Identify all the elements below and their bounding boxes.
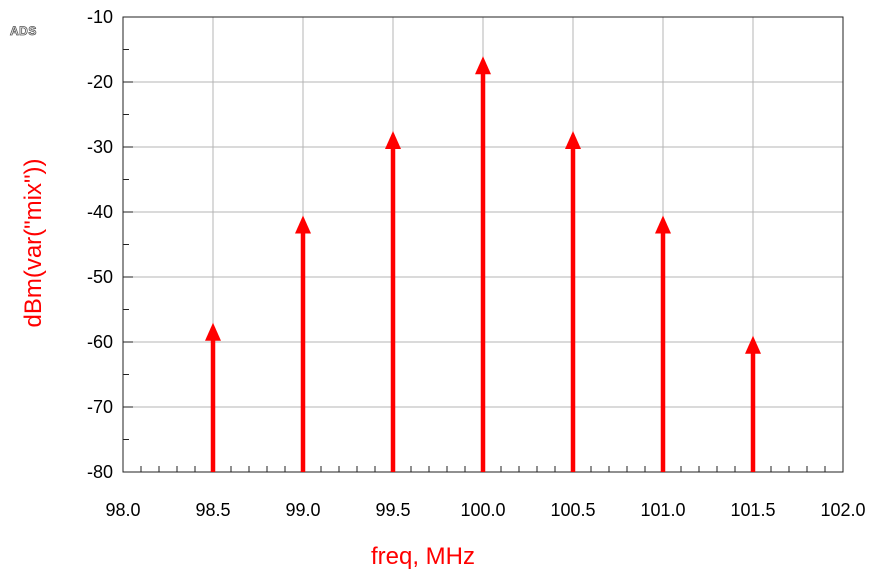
x-tick-label: 102.0 (820, 500, 865, 520)
stem-arrowhead (745, 335, 761, 354)
y-tick-labels: -10 -20 -30 -40 -50 -60 -70 -80 (87, 7, 113, 482)
ads-watermark: ADS (10, 24, 37, 39)
x-tick-label: 99.5 (375, 500, 410, 520)
stem-arrowhead (475, 56, 491, 75)
stem-arrowhead (385, 131, 401, 149)
x-tick-label: 100.0 (460, 500, 505, 520)
y-tick-label: -80 (87, 462, 113, 482)
y-axis-label: dBm(var("mix")) (20, 158, 47, 328)
y-tick-label: -30 (87, 137, 113, 157)
y-tick-label: -50 (87, 267, 113, 287)
stem-arrowhead (295, 215, 311, 234)
y-tick-label: -40 (87, 202, 113, 222)
x-tick-label: 101.5 (730, 500, 775, 520)
stem-arrowhead (655, 215, 671, 234)
stem-series (205, 56, 761, 472)
stem-arrowhead (205, 322, 221, 341)
y-tick-label: -10 (87, 7, 113, 27)
y-tick-label: -60 (87, 332, 113, 352)
stem-arrowhead (565, 131, 581, 149)
x-tick-label: 100.5 (550, 500, 595, 520)
x-axis-label: freq, MHz (370, 543, 476, 570)
x-tick-label: 99.0 (285, 500, 320, 520)
x-tick-label: 98.5 (195, 500, 230, 520)
x-tick-label: 98.0 (105, 500, 140, 520)
y-tick-label: -20 (87, 72, 113, 92)
y-tick-label: -70 (87, 397, 113, 417)
x-tick-labels: 98.0 98.5 99.0 99.5 100.0 100.5 101.0 101.5 102.… (105, 500, 865, 520)
x-tick-label: 101.0 (640, 500, 685, 520)
